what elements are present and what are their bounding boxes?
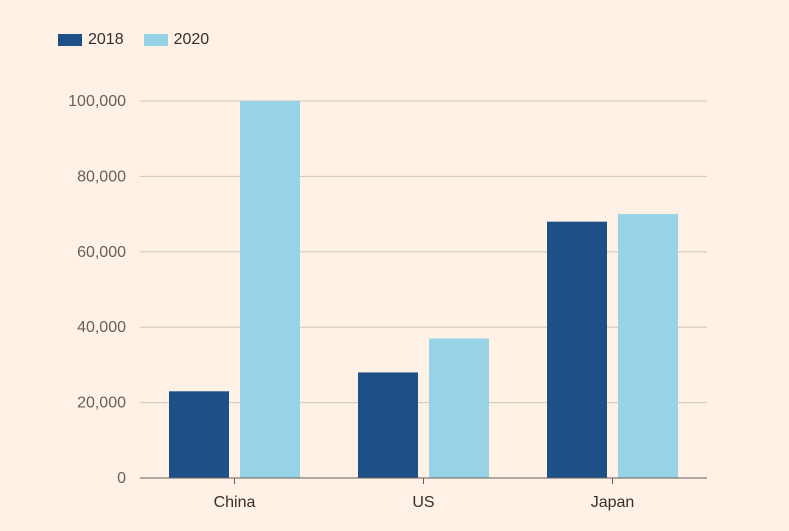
bar-us-2018 [358, 372, 418, 478]
bar-japan-2018 [547, 221, 607, 478]
legend-swatch-2018 [58, 34, 82, 46]
bar-china-2020 [240, 101, 300, 478]
y-tick-label: 100,000 [68, 93, 126, 110]
x-tick-label: US [412, 494, 434, 511]
bar-japan-2020 [618, 214, 678, 478]
x-tick-label: China [214, 494, 256, 511]
legend-swatch-2020 [143, 34, 168, 46]
bar-us-2020 [429, 338, 489, 478]
legend-label-2020: 2020 [173, 31, 210, 48]
bar-china-2018 [169, 391, 229, 478]
legend: 2018 2020 [58, 31, 209, 49]
x-tick-label: Japan [591, 494, 635, 511]
y-tick-label: 60,000 [77, 244, 126, 261]
y-tick-label: 20,000 [77, 395, 126, 412]
legend-item-2018: 2018 [58, 31, 124, 49]
legend-item-2020: 2020 [143, 31, 210, 49]
y-tick-label: 80,000 [77, 168, 126, 185]
y-tick-label: 0 [117, 470, 126, 487]
y-tick-label: 40,000 [77, 319, 126, 336]
legend-label-2018: 2018 [88, 31, 124, 48]
